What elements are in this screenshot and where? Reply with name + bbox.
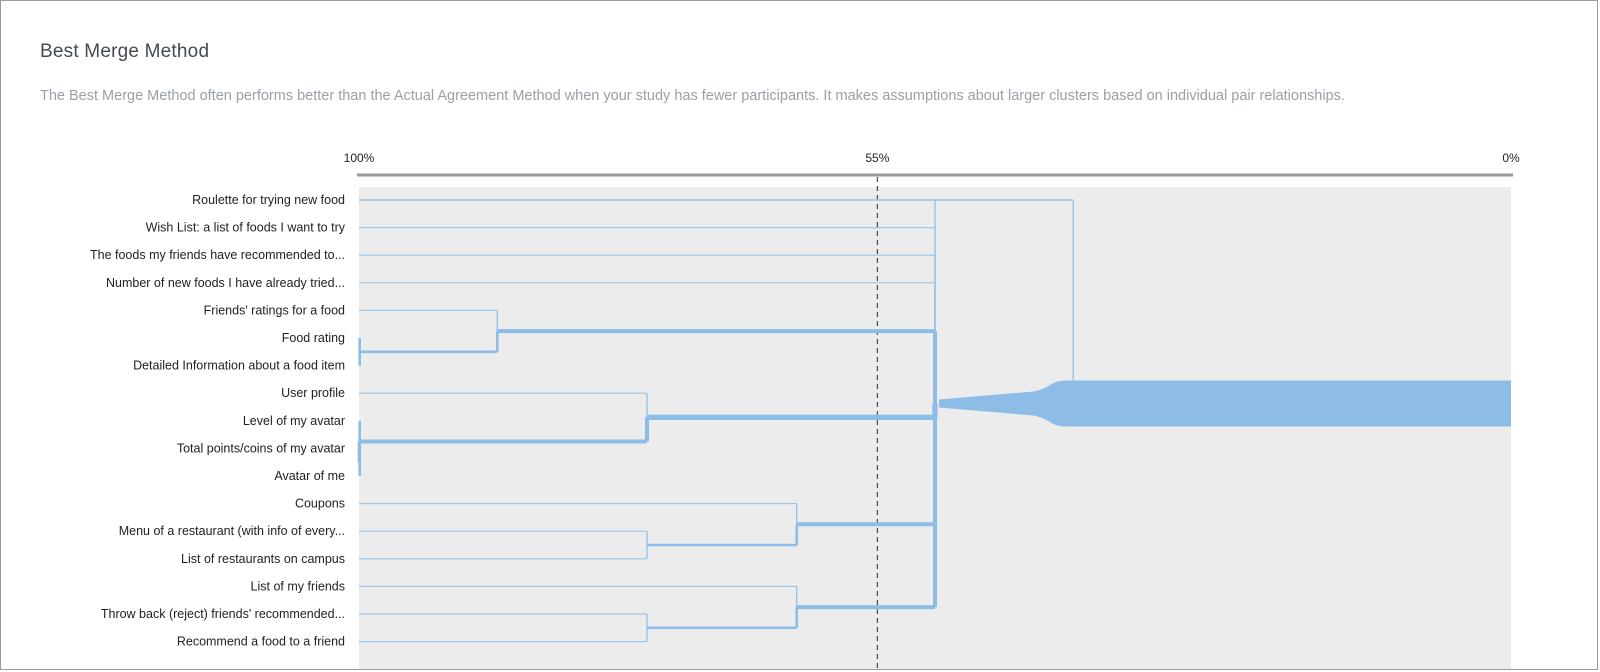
row-label: Level of my avatar (243, 414, 345, 428)
axis-tick-label: 100% (344, 151, 375, 165)
row-label: Friends' ratings for a food (204, 303, 345, 317)
row-label: Total points/coins of my avatar (177, 441, 345, 455)
axis-tick-label: 55% (865, 151, 889, 165)
axis-tick-label: 0% (1502, 151, 1520, 165)
row-label: Throw back (reject) friends' recommended… (101, 607, 345, 621)
row-label: Recommend a food to a friend (177, 635, 345, 649)
chart-title: Best Merge Method (40, 41, 210, 62)
row-label: List of my friends (251, 579, 345, 593)
root-trunk (939, 380, 1511, 427)
row-label: Menu of a restaurant (with info of every… (119, 524, 345, 538)
row-label: Detailed Information about a food item (133, 359, 345, 373)
row-label: Number of new foods I have already tried… (106, 276, 345, 290)
row-label: User profile (281, 386, 345, 400)
row-label: The foods my friends have recommended to… (90, 248, 345, 262)
row-label: Avatar of me (274, 469, 345, 483)
chart-description: The Best Merge Method often performs bet… (40, 88, 1345, 104)
row-label: Coupons (295, 497, 345, 511)
row-label: Roulette for trying new food (192, 193, 345, 207)
row-label: Wish List: a list of foods I want to try (146, 221, 346, 235)
row-label: Food rating (282, 331, 345, 345)
row-label: List of restaurants on campus (181, 552, 345, 566)
